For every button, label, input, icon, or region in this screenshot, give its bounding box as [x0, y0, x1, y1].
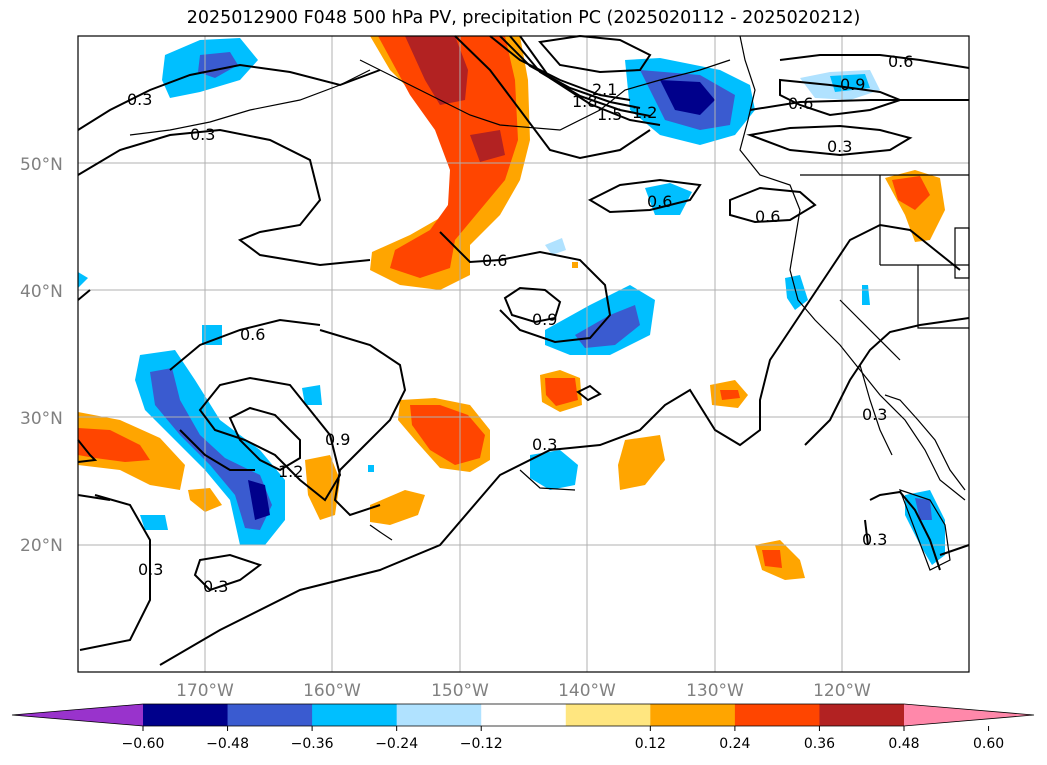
colorbar-tick-label: 0.24: [719, 736, 750, 752]
colorbar-segment: [312, 704, 398, 726]
colorbar-tick-label: 0.48: [888, 736, 919, 752]
colorbar-tick-label: 0.36: [804, 736, 835, 752]
contour-label: 0.3: [827, 137, 852, 156]
contour-label: 0.6: [888, 52, 913, 71]
contour-label: 0.6: [755, 207, 780, 226]
contour-label: 0.6: [240, 325, 265, 344]
lat-tick-label: 30°N: [20, 409, 63, 429]
lon-tick-label: 170°W: [176, 681, 234, 701]
colorbar-tick-label: −0.24: [375, 736, 418, 752]
map-title: 2025012900 F048 500 hPa PV, precipitatio…: [186, 8, 861, 28]
precip-shading: [78, 36, 945, 580]
colorbar-segment: [734, 704, 820, 726]
map-border: [77, 35, 970, 673]
lon-tick-label: 130°W: [686, 681, 744, 701]
contour-label: 0.9: [325, 430, 350, 449]
contour-labels: 0.3 0.3 0.6 0.6 0.9 0.6 0.6 0.3 0.6 0.9 …: [127, 52, 913, 596]
lat-tick-label: 50°N: [20, 155, 63, 175]
contour-label: 0.3: [203, 577, 228, 596]
lon-tick-label: 160°W: [303, 681, 361, 701]
contour-label: 2.1: [592, 80, 617, 99]
colorbar-tick-label: −0.48: [206, 736, 249, 752]
contour-label: 0.9: [532, 310, 557, 329]
colorbar: −0.60 −0.48 −0.36 −0.24 −0.12 0.12 0.24 0.36 0.4…: [11, 703, 1035, 752]
lat-tick-label: 40°N: [20, 282, 63, 302]
contour-label: 0.6: [788, 94, 813, 113]
contour-label: 0.3: [138, 560, 163, 579]
colorbar-segment: [396, 704, 482, 726]
lat-tick-label: 20°N: [20, 536, 63, 556]
pv-contours: [77, 34, 970, 666]
colorbar-tick-label: 0.60: [973, 736, 1004, 752]
colorbar-segment: [481, 704, 567, 726]
contour-label: 1.8: [572, 92, 597, 111]
colorbar-segment: [650, 704, 736, 726]
colorbar-segment: [565, 704, 651, 726]
colorbar-segment: [227, 704, 313, 726]
colorbar-tick-label: −0.12: [460, 736, 503, 752]
lon-tick-label: 150°W: [431, 681, 489, 701]
contour-label: 0.6: [647, 192, 672, 211]
lon-tick-label: 140°W: [558, 681, 616, 701]
contour-label: 0.3: [190, 125, 215, 144]
colorbar-segment: [143, 704, 229, 726]
contour-label: 0.3: [127, 90, 152, 109]
contour-label: 0.9: [840, 75, 865, 94]
contour-label: 1.2: [278, 462, 303, 481]
lon-tick-labels: 170°W 160°W 150°W 140°W 130°W 120°W: [176, 681, 871, 701]
colorbar-extend-max: [904, 704, 1034, 726]
contour-label: 1.2: [632, 103, 657, 122]
gridlines: [78, 36, 969, 672]
contour-label: 0.3: [532, 435, 557, 454]
colorbar-tick-label: −0.60: [122, 736, 165, 752]
colorbar-tick-label: 0.12: [635, 736, 666, 752]
contour-label: 1.5: [597, 105, 622, 124]
colorbar-tick-label: −0.36: [291, 736, 334, 752]
coastlines: [129, 35, 970, 571]
lat-tick-labels: 50°N 40°N 30°N 20°N: [20, 155, 63, 556]
lon-tick-label: 120°W: [813, 681, 871, 701]
contour-label: 0.3: [862, 530, 887, 549]
contour-label: 0.6: [482, 251, 507, 270]
colorbar-segment: [819, 704, 905, 726]
colorbar-extend-min: [12, 704, 143, 726]
contour-label: 0.3: [862, 405, 887, 424]
